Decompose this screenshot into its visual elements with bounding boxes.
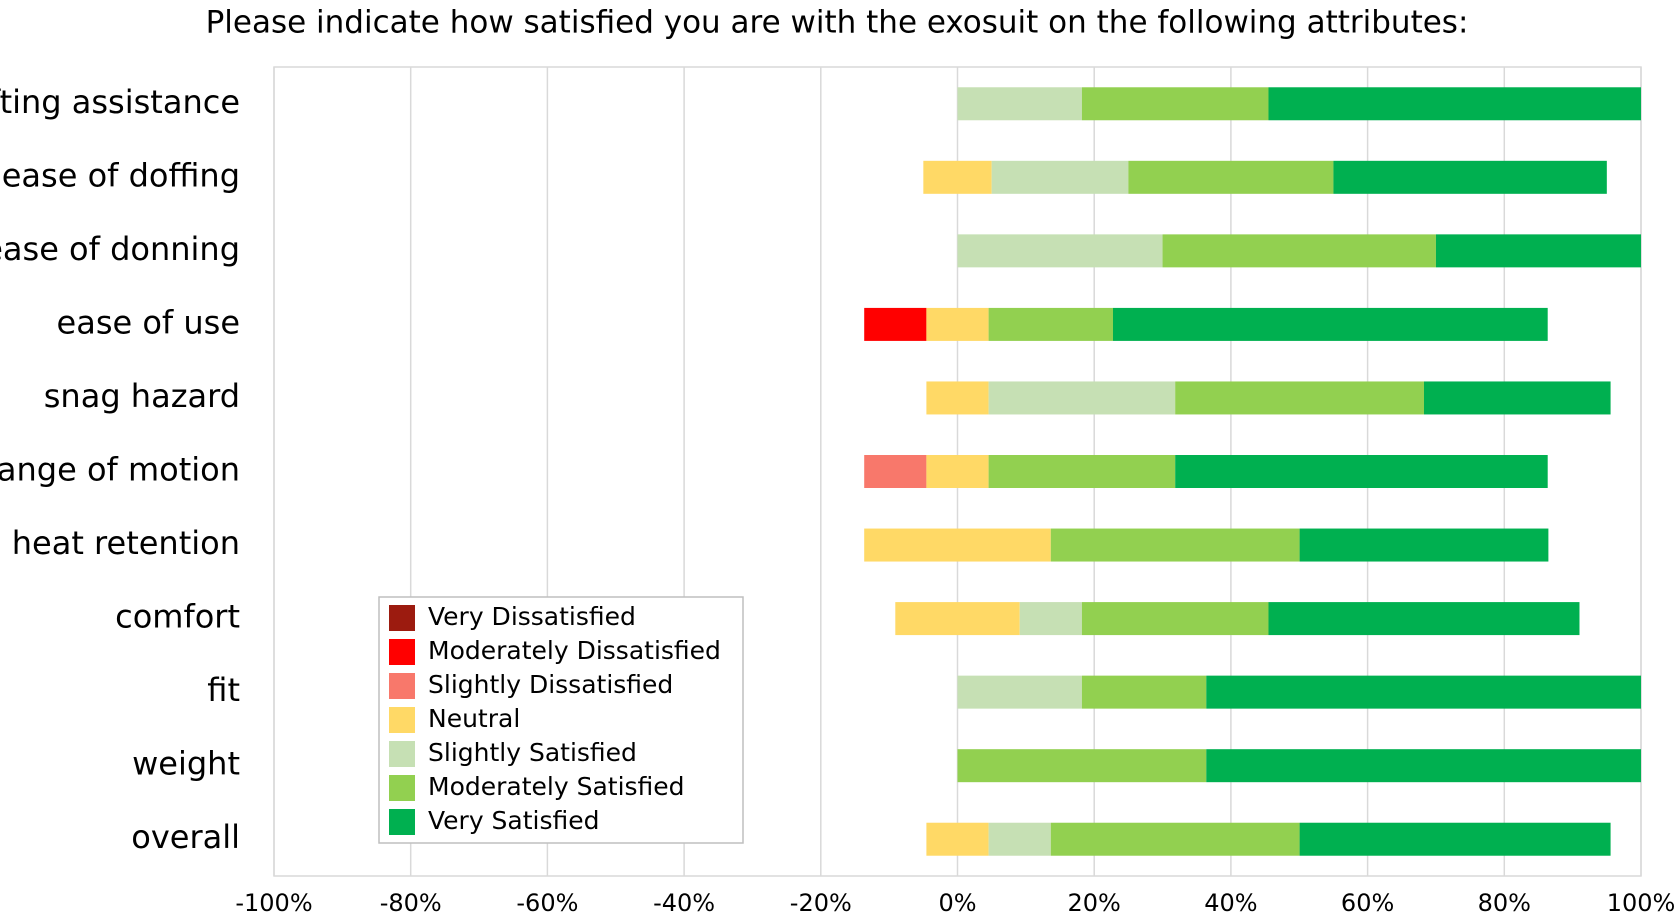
category-label: ease of doffing [2,156,240,194]
legend-label: Very Satisfied [428,806,600,835]
bar-segment [1268,602,1580,636]
category-label: comfort [115,598,240,636]
bar-segment [957,675,1082,709]
bar-segment [957,87,1082,121]
bar-segment [895,602,1020,636]
legend-label: Neutral [428,704,520,733]
legend-swatch [389,605,415,631]
legend-label: Slightly Dissatisfied [428,670,673,699]
bar-segment [864,528,1051,562]
bar-segment [1081,602,1269,636]
x-tick-label: -100% [235,889,312,917]
legend-label: Very Dissatisfied [428,602,636,631]
category-label: range of motion [0,451,240,489]
category-label: lifting assistance [0,83,240,121]
bar-segment [1206,749,1641,783]
bar-segment [1333,160,1607,194]
bar-segment [1019,602,1082,636]
category-label: ease of donning [0,230,240,268]
bar-segment [988,822,1051,856]
legend-swatch [389,775,415,801]
bar-segment [1206,675,1641,709]
bar-segment [988,455,1176,488]
bar-segment [1268,87,1641,121]
legend-swatch [389,707,415,733]
bar-segment [1050,528,1300,562]
bar-segment [926,455,989,488]
category-label: ease of use [57,303,240,341]
x-tick-label: 100% [1607,889,1675,917]
bar-segment [926,822,989,856]
bar-segment [1175,455,1548,488]
legend-swatch [389,809,415,835]
legend-label: Moderately Satisfied [428,772,685,801]
bar-segment [926,307,989,341]
chart-title: Please indicate how satisfied you are wi… [206,5,1469,41]
bar-segment [988,307,1113,341]
x-tick-label: -60% [516,889,578,917]
bar-segment [1162,234,1436,268]
x-tick-label: -40% [653,889,715,917]
bar-segment [1081,87,1269,121]
bar-segment [926,381,989,415]
bar-segment [864,307,927,341]
x-tick-label: 20% [1068,889,1121,917]
x-tick-label: 60% [1341,889,1394,917]
bar-segment [957,749,1207,783]
bar-segment [1423,381,1611,415]
category-label: heat retention [12,524,240,562]
bar-segment [1435,234,1641,268]
bar-segment [923,160,992,194]
bar-segment [957,234,1163,268]
x-tick-label: -80% [380,889,442,917]
bar-segment [1299,528,1549,562]
legend-label: Moderately Dissatisfied [428,636,721,665]
x-tick-label: 40% [1204,889,1257,917]
bar-segment [1112,307,1548,341]
bar-segment [988,381,1176,415]
bar-segment [1299,822,1611,856]
category-label: overall [131,818,240,856]
legend-box [378,596,744,844]
x-tick-label: 0% [938,889,976,917]
category-label: weight [132,745,240,783]
legend-swatch [389,741,415,767]
legend-swatch [389,639,415,665]
plot-border [273,66,1642,877]
bar-segment [991,160,1129,194]
bar-segment [1050,822,1300,856]
bar-segment [1175,381,1424,415]
bar-segment [864,455,927,488]
x-tick-label: 80% [1478,889,1531,917]
x-tick-label: -20% [790,889,852,917]
legend-label: Slightly Satisfied [428,738,637,767]
legend-swatch [389,673,415,699]
bar-segment [1081,675,1207,709]
category-label: snag hazard [44,377,240,415]
bar-segment [1128,160,1334,194]
category-label: fit [207,671,240,709]
